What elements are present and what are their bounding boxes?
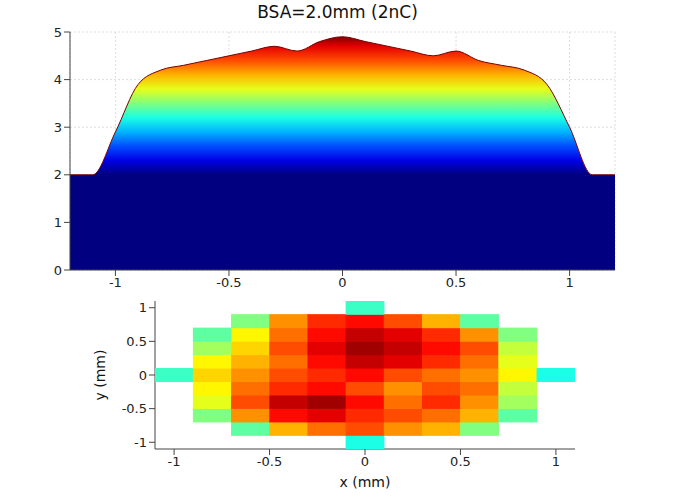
svg-text:-1: -1 — [168, 454, 181, 469]
html-text:BSA=2.0mm (2nC): BSA=2.0mm (2nC) — [257, 2, 418, 22]
svg-text:5: 5 — [54, 26, 62, 40]
svg-text:-0.5: -0.5 — [122, 401, 147, 416]
svg-text:-1: -1 — [134, 435, 147, 450]
svg-text:-0.5: -0.5 — [216, 275, 241, 290]
svg-text:0.5: 0.5 — [446, 275, 467, 290]
svg-text:-0.5: -0.5 — [257, 454, 282, 469]
svg-text:-1: -1 — [109, 275, 122, 290]
svg-text:2: 2 — [54, 167, 62, 182]
svg-text:0.5: 0.5 — [126, 334, 147, 349]
svg-text:0: 0 — [338, 275, 346, 290]
svg-text:3: 3 — [54, 120, 62, 135]
svg-text:y (mm): y (mm) — [92, 350, 108, 401]
svg-text:0: 0 — [139, 368, 147, 383]
svg-text:0.5: 0.5 — [450, 454, 471, 469]
svg-text:1: 1 — [54, 215, 62, 230]
svg-text:1: 1 — [565, 275, 573, 290]
svg-text:1: 1 — [139, 300, 147, 315]
svg-text:0: 0 — [54, 263, 62, 278]
svg-text:1: 1 — [552, 454, 560, 469]
svg-text:0: 0 — [361, 454, 369, 469]
svg-text:4: 4 — [54, 72, 62, 87]
svg-text:x (mm): x (mm) — [340, 474, 391, 490]
